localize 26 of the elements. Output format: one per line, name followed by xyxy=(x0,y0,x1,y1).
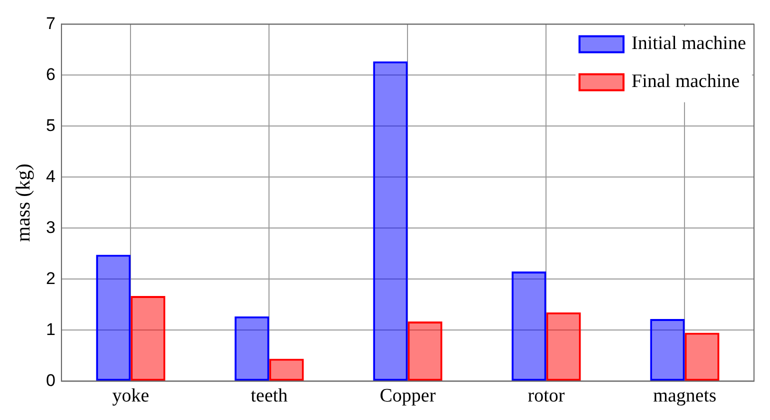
bar xyxy=(269,358,304,381)
y-tick-label: 1 xyxy=(46,320,56,339)
y-axis-title: mass (kg) xyxy=(12,164,34,242)
x-tick-label: yoke xyxy=(112,386,150,407)
bar xyxy=(546,312,581,381)
x-tick-label: magnets xyxy=(653,386,716,407)
bar xyxy=(373,61,408,381)
y-tick-label: 3 xyxy=(46,218,56,237)
bar xyxy=(96,254,131,381)
bar xyxy=(650,318,685,381)
y-tick-label: 4 xyxy=(46,166,56,186)
x-tick-label: rotor xyxy=(528,386,566,407)
bar xyxy=(512,272,546,381)
legend-label: Final machine xyxy=(632,71,740,92)
bar xyxy=(408,322,442,381)
x-tick-label: teeth xyxy=(250,386,288,407)
y-tick-label: 2 xyxy=(46,268,56,288)
y-tick-label: 7 xyxy=(46,14,56,33)
bar xyxy=(684,332,720,381)
legend-label: Initial machine xyxy=(632,33,746,54)
bar xyxy=(234,316,270,381)
y-tick-label: 5 xyxy=(46,116,56,135)
bar xyxy=(130,296,166,381)
y-tick-label: 0 xyxy=(46,370,56,390)
x-tick-label: Copper xyxy=(380,386,436,407)
y-tick-label: 6 xyxy=(46,64,56,84)
